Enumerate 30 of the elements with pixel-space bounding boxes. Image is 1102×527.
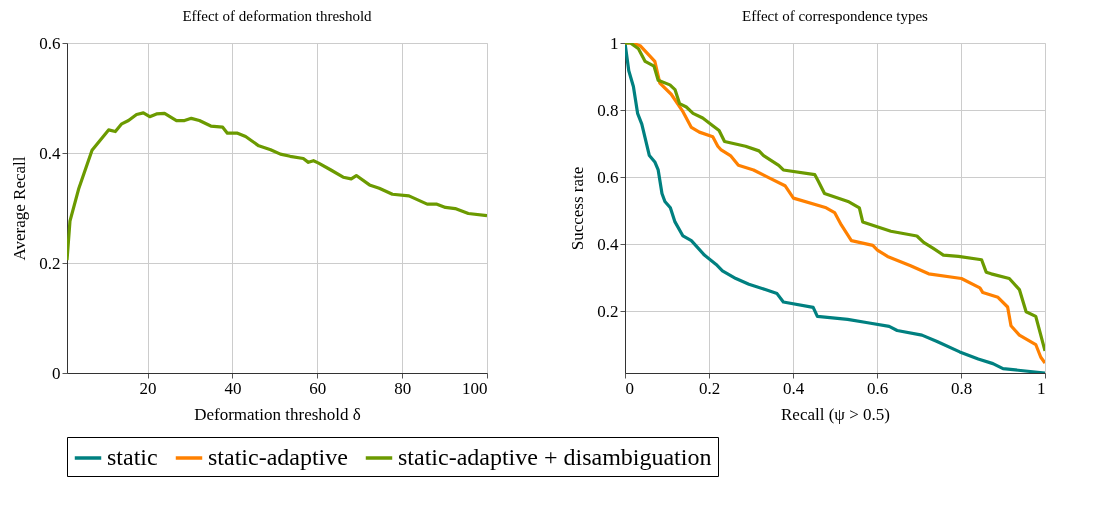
y-tick-label: 0.4 xyxy=(39,143,61,163)
x-tick-label: 60 xyxy=(309,378,327,398)
x-axis-title: Deformation threshold δ xyxy=(194,404,361,424)
y-tick-label: 0.4 xyxy=(597,234,619,254)
line-series xyxy=(67,111,487,262)
x-tick-label: 0.6 xyxy=(866,378,889,398)
x-axis-title: Recall (ψ > 0.5) xyxy=(781,404,890,424)
chart-title: Effect of deformation threshold xyxy=(182,8,373,24)
x-tick-label: 0 xyxy=(625,378,634,398)
y-axis-title: Average Recall xyxy=(10,156,30,261)
x-tick-label: 100 xyxy=(462,378,488,398)
y-tick-label: 0.2 xyxy=(39,253,61,273)
x-tick-label: 20 xyxy=(139,378,157,398)
x-tick-label: 1 xyxy=(1037,378,1046,398)
x-tick-label: 80 xyxy=(394,378,412,398)
y-tick-label: 0.6 xyxy=(597,167,619,187)
legend-label: static-adaptive xyxy=(208,444,348,470)
legend-label: static-adaptive + disambiguation xyxy=(398,444,712,470)
y-tick-label: 0.2 xyxy=(597,301,619,321)
y-axis-title: Success rate xyxy=(568,166,588,251)
y-tick-label: 0.8 xyxy=(597,100,619,120)
x-tick-label: 0.4 xyxy=(782,378,805,398)
y-tick-label: 0 xyxy=(52,363,61,383)
y-tick-label: 1 xyxy=(610,33,619,53)
x-tick-label: 40 xyxy=(224,378,242,398)
x-tick-label: 0.2 xyxy=(698,378,721,398)
legend-label: static xyxy=(107,444,158,470)
y-tick-label: 0.6 xyxy=(39,33,61,53)
x-tick-label: 0.8 xyxy=(950,378,973,398)
chart-title: Effect of correspondence types xyxy=(742,8,929,24)
